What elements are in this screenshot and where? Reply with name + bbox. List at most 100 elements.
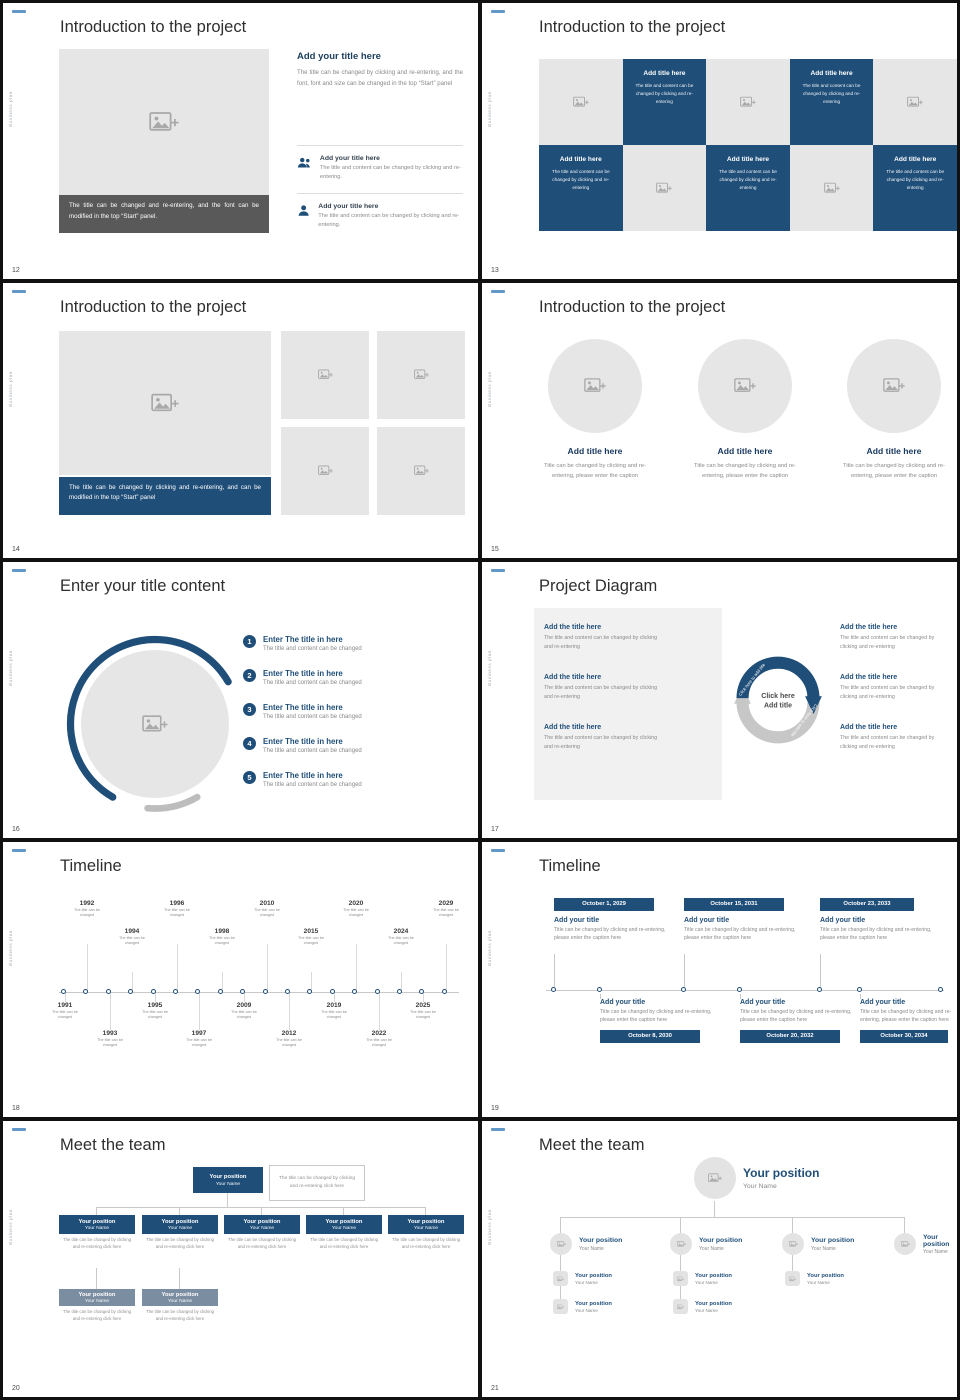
page-number: 21	[491, 1384, 499, 1392]
position-label: Your position	[575, 1300, 612, 1307]
timeline-entry: 1995 The title can be changed	[142, 991, 168, 1021]
slide-16[interactable]: Business plan Enter your title content 1…	[3, 562, 478, 838]
slide-12[interactable]: Business plan Introduction to the projec…	[3, 3, 478, 279]
image-icon	[318, 368, 333, 381]
image-icon	[740, 95, 756, 109]
slide-21[interactable]: Business plan Meet the team Your positio…	[482, 1121, 957, 1397]
timeline-node	[397, 988, 402, 994]
year-caption: The title can be changed	[254, 907, 280, 918]
cell-title: Add title here	[894, 156, 937, 163]
connector-line	[560, 1217, 561, 1234]
mosaic-grid: Add title here The title and content can …	[539, 59, 957, 231]
slide-20[interactable]: Business plan Meet the team Your positio…	[3, 1121, 478, 1397]
intro-text-block: Add your title here The title can be cha…	[297, 51, 463, 89]
item-body: The title and content can be changed by …	[544, 635, 658, 650]
cell-title: Add title here	[810, 70, 853, 77]
numbered-item: 1 Enter The title in here The title and c…	[243, 635, 465, 652]
name-label: Your Name	[807, 1280, 830, 1286]
name-label: Your Name	[743, 1183, 777, 1191]
event-caption: Title can be changed by clicking and re-…	[740, 1008, 852, 1024]
org-caption: The title can be changed by clicking and…	[62, 1237, 132, 1250]
brand-mark	[491, 289, 505, 293]
year-label: 2025	[415, 1001, 431, 1009]
year-caption: The title can be changed	[343, 907, 369, 918]
event-title: Add your title	[554, 916, 600, 924]
connector-line	[343, 1207, 344, 1216]
slide-18[interactable]: Business plan Timeline 1991 The title can…	[3, 841, 478, 1118]
slide-13[interactable]: Business plan Introduction to the projec…	[482, 3, 957, 279]
caption-column: Add title here Title can be changed by c…	[529, 338, 661, 481]
image-icon	[318, 464, 333, 477]
year-label: 1998	[214, 927, 230, 935]
connector-line	[680, 1217, 681, 1234]
org-caption: The title can be changed by clicking and…	[391, 1237, 461, 1250]
image-icon	[677, 1240, 686, 1248]
column-title: Add title here	[567, 445, 623, 456]
year-label: 2022	[371, 1029, 387, 1037]
item-title: Enter The title in here	[263, 737, 343, 747]
slide-title: Timeline	[539, 856, 601, 875]
timeline-event: October 23, 2033 Add your title Title ca…	[820, 897, 932, 943]
slide-title: Introduction to the project	[539, 297, 726, 316]
position-label: Your position	[243, 1218, 281, 1225]
name-label: Your Name	[249, 1226, 275, 1232]
year-caption: The title can be changed	[231, 1009, 257, 1020]
timeline-node	[375, 988, 380, 994]
year-caption: The title can be changed	[433, 907, 459, 918]
slide-title: Project Diagram	[539, 577, 658, 596]
name-label: Your Name	[695, 1280, 718, 1286]
timeline-event: October 15, 2031 Add your title Title ca…	[684, 897, 796, 943]
avatar	[553, 1299, 568, 1315]
image-placeholder	[81, 650, 229, 799]
caption-column: Add title here Title can be changed by c…	[828, 338, 957, 481]
diagram-center-line2: Add title	[764, 703, 792, 710]
team-member: Your position Your Name	[782, 1233, 854, 1256]
timeline-node	[151, 988, 156, 994]
event-title: Add your title	[820, 916, 866, 924]
slide-17[interactable]: Business plan Project Diagram Add the ti…	[482, 562, 957, 838]
name-label: Your Name	[413, 1226, 439, 1232]
slide-title: Meet the team	[539, 1136, 645, 1155]
year-label: 2019	[326, 1001, 342, 1009]
team-submember: Your position Your Name	[673, 1271, 732, 1287]
name-label: Your Name	[84, 1226, 110, 1232]
side-label: Business plan	[487, 370, 492, 407]
year-label: 1994	[124, 927, 140, 935]
member-text: Your position Your Name	[807, 1273, 844, 1286]
timeline-node	[737, 986, 742, 992]
date-chip: October 1, 2029	[554, 897, 654, 911]
connector-line	[820, 953, 821, 987]
position-label: Your position	[807, 1272, 844, 1279]
year-label: 2020	[348, 899, 364, 907]
image-icon	[557, 1276, 564, 1282]
year-caption: The title can be changed	[410, 1009, 436, 1020]
timeline-entry: 1997 The title can be changed	[186, 991, 212, 1049]
slide-19[interactable]: Business plan Timeline October 1, 2029 A…	[482, 841, 957, 1118]
org-caption: The title can be changed by clicking and…	[309, 1237, 379, 1250]
image-placeholder	[622, 145, 707, 231]
item-number-badge: 1	[243, 635, 256, 649]
org-caption: The title can be changed by clicking and…	[227, 1237, 297, 1250]
org-box: Your position Your Name	[306, 1215, 382, 1235]
item-title: Enter The title in here	[263, 669, 343, 679]
connector-line	[561, 1217, 905, 1219]
image-placeholder	[698, 338, 792, 433]
position-label: Your position	[695, 1272, 732, 1279]
org-caption: The title can be changed by clicking and…	[145, 1237, 215, 1250]
slide-14[interactable]: Business plan Introduction to the projec…	[3, 282, 478, 559]
position-label: Your position	[923, 1233, 950, 1248]
year-caption: The title can be changed	[321, 1009, 347, 1020]
connector-line	[600, 993, 601, 999]
slide-15[interactable]: Business plan Introduction to the projec…	[482, 282, 957, 559]
item-text: Enter The title in here The title and con…	[263, 737, 362, 754]
feature-item: Add your title here The title and conten…	[297, 193, 463, 230]
timeline-axis	[546, 989, 944, 991]
org-caption: The title can be changed by clicking and…	[145, 1309, 215, 1322]
name-label: Your Name	[215, 1181, 241, 1187]
page-number: 12	[12, 266, 20, 274]
avatar	[553, 1271, 568, 1287]
page-number: 13	[491, 266, 499, 274]
side-label: Business plan	[487, 650, 492, 687]
member-text: Your position Your Name	[699, 1237, 742, 1252]
year-caption: The title can be changed	[142, 1009, 168, 1020]
